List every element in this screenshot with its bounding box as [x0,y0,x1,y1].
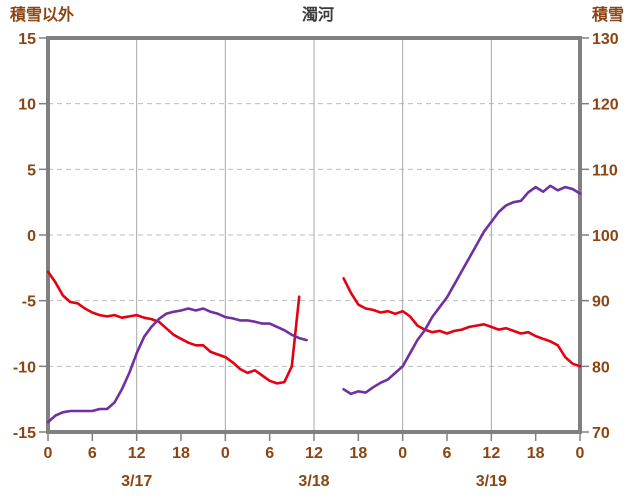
hour-tick-label: 18 [527,445,545,462]
left-tick-label: -10 [13,359,36,376]
left-tick-label: 10 [18,97,36,114]
series-red-line [46,270,582,385]
hour-tick-label: 12 [482,445,500,462]
hour-tick-label: 6 [265,445,274,462]
left-tick-label: -15 [13,425,36,442]
series-purple-line [46,184,582,424]
left-axis-title: 積雪以外 [10,7,75,24]
hour-tick-label: 12 [128,445,146,462]
hour-tick-label: 6 [88,445,97,462]
right-tick-label: 70 [592,425,610,442]
right-tick-label: 100 [592,228,619,245]
right-tick-label: 130 [592,31,619,48]
hour-tick-label: 6 [443,445,452,462]
hour-tick-label: 0 [221,445,230,462]
hour-tick-label: 0 [576,445,585,462]
right-tick-label: 110 [592,162,618,179]
hour-tick-label: 0 [398,445,407,462]
right-tick-label: 80 [592,359,610,376]
hour-tick-label: 18 [172,445,190,462]
left-tick-label: 0 [27,228,36,245]
hour-tick-label: 0 [44,445,53,462]
left-tick-label: -5 [22,294,36,311]
plot-border [46,36,582,434]
date-label: 3/17 [121,473,152,490]
right-tick-label: 120 [592,97,619,114]
date-label: 3/18 [298,473,329,490]
hour-tick-label: 12 [305,445,323,462]
left-tick-label: 15 [18,31,36,48]
date-label: 3/19 [476,473,507,490]
left-tick-label: 5 [27,162,36,179]
right-tick-label: 90 [592,294,610,311]
hour-tick-label: 18 [349,445,367,462]
right-axis-title: 積雪 [591,7,624,24]
